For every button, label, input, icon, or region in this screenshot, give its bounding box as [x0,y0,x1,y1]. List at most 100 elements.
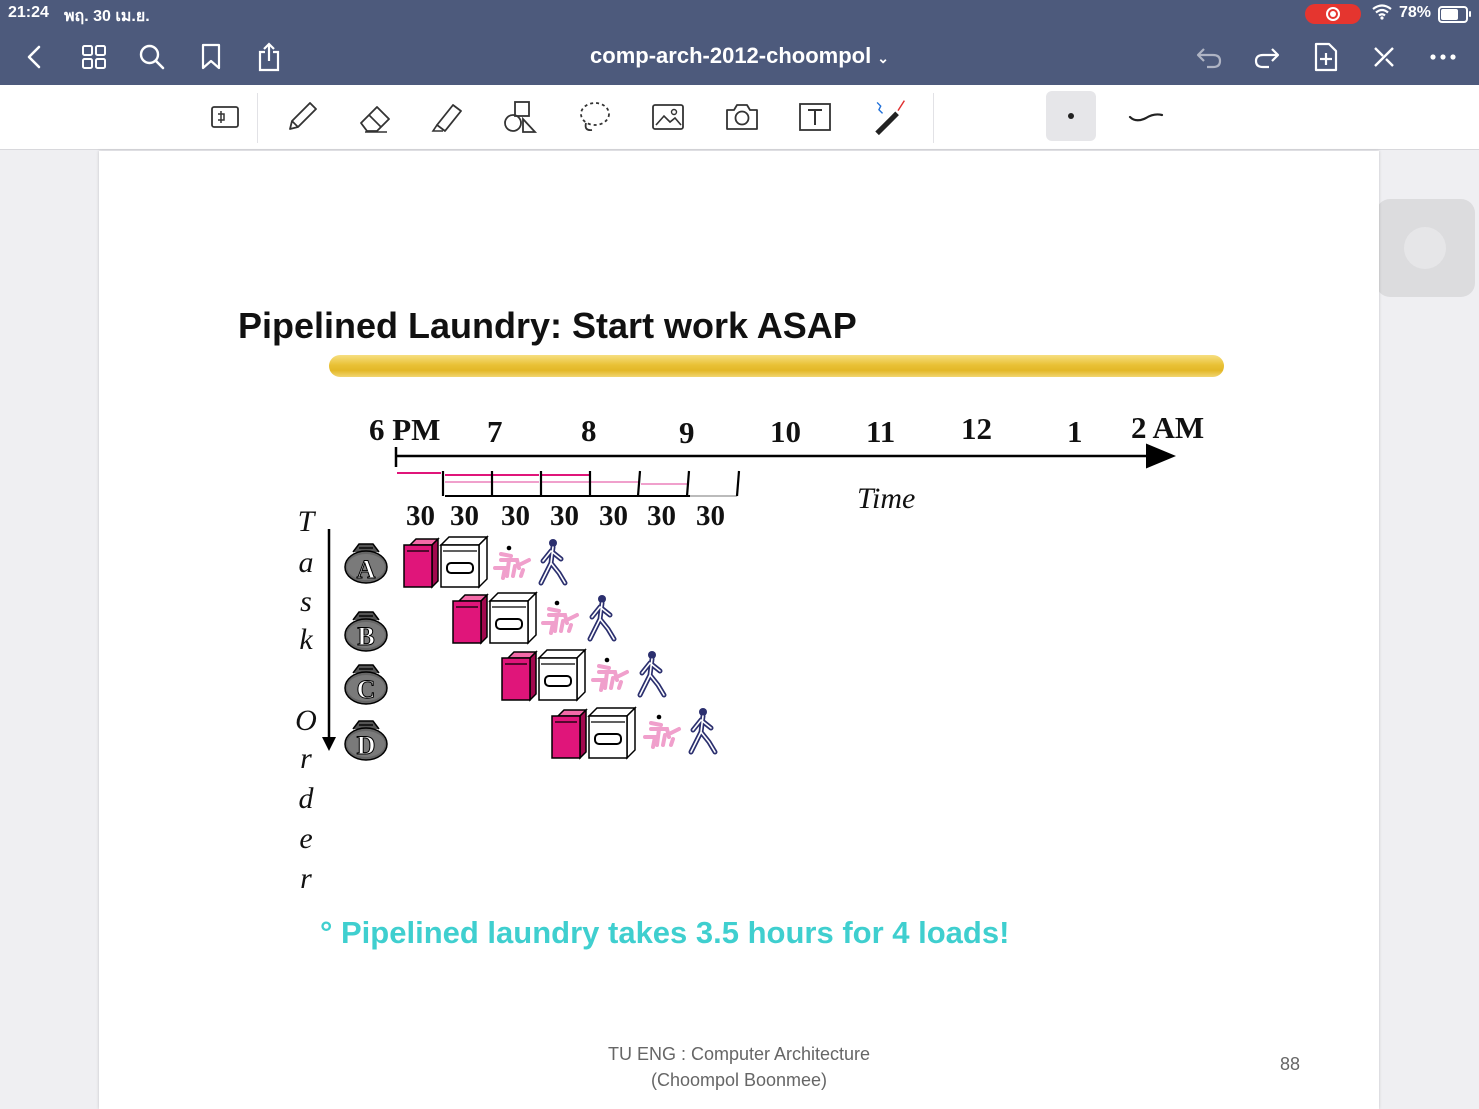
task-order-letter: s [300,585,312,618]
shapes-icon[interactable] [500,97,540,137]
stage-minutes: 30 [696,500,725,532]
status-bar: 21:24 พฤ. 30 เม.ย. 78% [0,0,1479,28]
read-only-icon[interactable] [205,97,245,137]
task-label: B [357,622,374,651]
clock: 21:24 [8,4,49,21]
washer-icon [551,709,587,759]
chevron-down-icon: ⌄ [877,50,889,66]
time-label: 12 [961,411,992,446]
grid-view-icon[interactable] [77,40,111,74]
record-icon [1326,7,1340,21]
task-order-letter: d [299,782,315,815]
stage-minutes: 30 [406,500,435,532]
task-label: A [357,555,376,584]
washer-icon [501,651,537,701]
screen-recording-indicator[interactable] [1305,4,1361,24]
annotation-toolbar [0,85,1479,150]
add-page-icon[interactable] [1309,40,1343,74]
task-order-letter: k [299,623,313,656]
stroke-style-icon[interactable] [1126,97,1166,137]
wifi-icon [1372,4,1392,25]
highlighter-icon[interactable] [428,97,468,137]
date: พฤ. 30 เม.ย. [64,8,150,25]
task-order-letter: T [298,505,317,538]
image-icon[interactable] [648,97,688,137]
task-row-d: D [344,707,715,761]
camera-icon[interactable] [722,97,762,137]
page-thumbnail-tab[interactable] [1376,199,1475,297]
task-order-letter: r [300,862,312,895]
washer-icon [452,594,488,644]
task-label: D [357,731,376,760]
battery-icon [1438,6,1471,23]
task-order-letter: e [299,822,312,855]
walker-icon [640,651,664,695]
dryer-icon [440,536,488,588]
stage-minutes: 30 [647,500,676,532]
laser-pointer-icon[interactable] [868,97,908,137]
toolbar-divider [257,93,258,143]
task-order-arrow [322,737,336,751]
stage-intervals [397,470,741,497]
time-label: 10 [770,414,801,449]
redo-icon[interactable] [1250,40,1284,74]
stage-minutes: 30 [501,500,530,532]
task-row-c: C [344,649,664,705]
bookmark-icon[interactable] [194,40,228,74]
time-label: 1 [1067,414,1083,449]
dot-icon [1068,113,1074,119]
walker-icon [541,539,565,583]
navigation-bar: comp-arch-2012-choompol ⌄ [0,28,1479,85]
time-label: 6 PM [369,412,440,447]
time-label: 2 AM [1131,410,1204,445]
folder-icon [541,598,579,635]
battery-percent: 78% [1399,4,1432,21]
pen-off-icon[interactable] [1367,40,1401,74]
pen-icon[interactable] [282,97,322,137]
search-icon[interactable] [135,40,169,74]
task-row-a: A [344,536,565,588]
walker-icon [590,595,614,639]
folder-icon [591,655,629,692]
stroke-width-selector[interactable] [1046,91,1096,141]
slide-title: Pipelined Laundry: Start work ASAP [238,305,857,346]
time-label: 7 [487,414,503,449]
stage-minutes: 30 [599,500,628,532]
folder-icon [643,712,681,749]
stage-minutes: 30 [450,500,479,532]
task-order-letter: r [300,742,312,775]
time-label: 8 [581,413,597,448]
footer-author: (Choompol Boonmee) [650,1070,828,1090]
document-title[interactable]: comp-arch-2012-choompol ⌄ [0,43,1479,69]
time-axis-label: Time [857,482,915,515]
task-order-letter: a [299,546,314,579]
back-icon[interactable] [18,40,52,74]
time-label: 9 [679,415,695,450]
page-number: 88 [1280,1054,1301,1074]
folder-icon [493,543,531,580]
circle-icon [1404,227,1446,269]
document-page[interactable]: Pipelined Laundry: Start work ASAP [99,151,1379,1109]
walker-icon [691,708,715,752]
slide-footer: TU ENG : Computer Architecture (Choompol… [539,1041,939,1093]
toolbar-divider [933,93,934,143]
footer-course: TU ENG : Computer Architecture [607,1044,871,1064]
dryer-icon [588,707,636,759]
highlighter-stroke [329,355,1224,377]
time-label: 11 [866,414,895,449]
text-box-icon[interactable] [795,97,835,137]
lasso-icon[interactable] [575,97,615,137]
more-icon[interactable] [1426,40,1460,74]
undo-icon[interactable] [1192,40,1226,74]
document-title-text: comp-arch-2012-choompol [590,43,872,68]
share-icon[interactable] [252,40,286,74]
stage-minutes: 30 [550,500,579,532]
dryer-icon [538,649,586,701]
task-order-letter: O [295,704,317,737]
task-label: C [357,675,376,704]
dryer-icon [489,592,537,644]
washer-icon [403,538,439,588]
task-row-b: B [344,592,614,652]
eraser-icon[interactable] [356,97,396,137]
pipeline-diagram: 6 PM 7 8 9 10 11 12 1 2 AM Time [295,410,1204,895]
